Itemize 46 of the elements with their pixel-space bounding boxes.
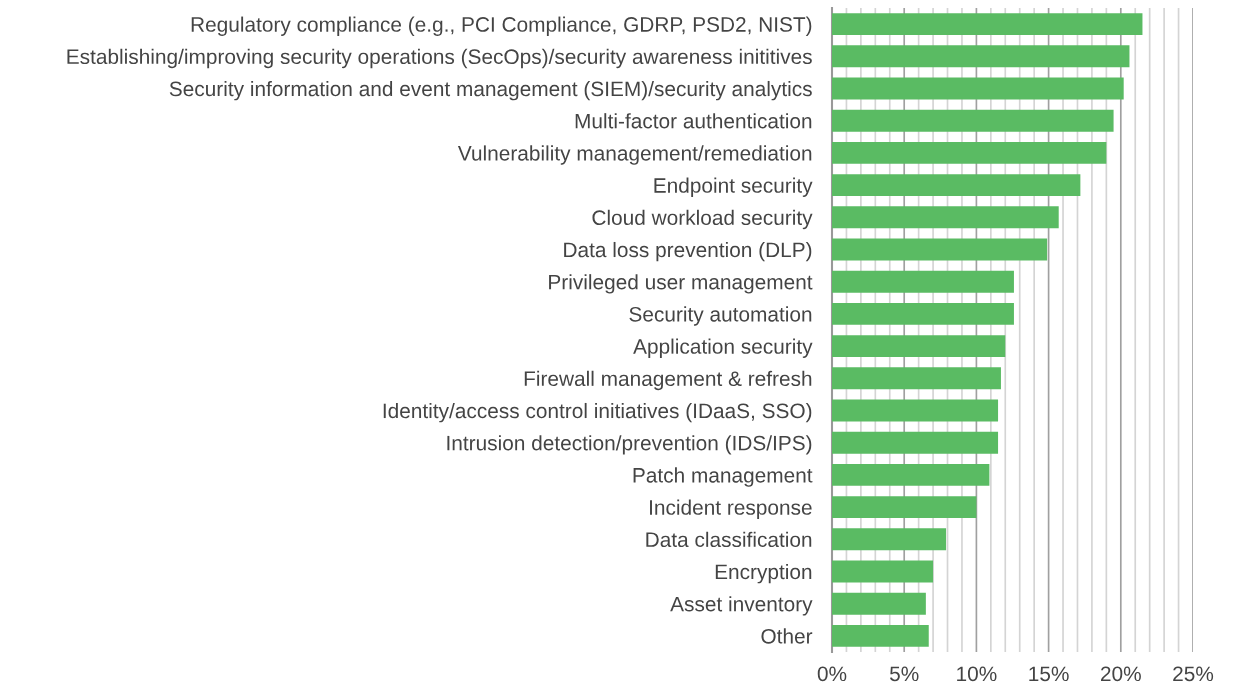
bar bbox=[832, 174, 1081, 197]
y-tick-label: Encryption bbox=[715, 563, 812, 584]
x-tick-label: 0% bbox=[817, 666, 847, 682]
bar bbox=[832, 399, 999, 422]
x-tick-label: 20% bbox=[1101, 666, 1141, 682]
y-tick-label: Intrusion detection/prevention (IDS/IPS) bbox=[447, 435, 812, 455]
x-tick-label: 25% bbox=[1173, 666, 1214, 682]
bar bbox=[832, 77, 1124, 100]
y-tick-label: Incident response bbox=[650, 499, 812, 519]
y-tick-label: Regulatory compliance (e.g., PCI Compliance, GDRP, PSD2, NIST) bbox=[191, 16, 812, 36]
bar bbox=[832, 528, 947, 551]
bar bbox=[832, 238, 1048, 261]
bar bbox=[832, 624, 929, 647]
x-tick-label: 5% bbox=[889, 666, 919, 682]
y-tick-label: Cloud workload security bbox=[592, 209, 813, 230]
y-tick-label: Other bbox=[761, 628, 813, 644]
x-tick-label: 10% bbox=[957, 666, 997, 682]
y-tick-label: Establishing/improving security operations (SecOps)/security awareness inititives bbox=[67, 48, 812, 69]
y-tick-label: Privileged user management bbox=[549, 274, 813, 294]
y-tick-label: Data classification bbox=[646, 531, 812, 548]
bar bbox=[832, 592, 926, 615]
bar bbox=[832, 302, 1014, 325]
bar bbox=[832, 206, 1059, 229]
y-tick-label: Security automation bbox=[629, 306, 812, 326]
bar bbox=[832, 431, 999, 454]
y-tick-label: Endpoint security bbox=[654, 177, 813, 197]
y-tick-label: Firewall management & refresh bbox=[524, 370, 812, 391]
bar bbox=[832, 496, 977, 519]
x-tick-label: 15% bbox=[1029, 666, 1069, 682]
bar bbox=[832, 463, 990, 486]
bar bbox=[832, 560, 934, 583]
y-tick-label: Identity/access control initiatives (IDaaS, SSO) bbox=[383, 402, 812, 423]
y-tick-label: Application security bbox=[633, 338, 813, 358]
bar bbox=[832, 13, 1143, 36]
bar bbox=[832, 270, 1014, 293]
bar bbox=[832, 141, 1107, 164]
y-tick-label: Multi-factor authentication bbox=[575, 113, 812, 129]
y-tick-label: Security information and event management (SIEM)/security analytics bbox=[169, 80, 812, 101]
bar bbox=[832, 367, 1001, 390]
y-tick-label: Vulnerability management/remediation bbox=[457, 145, 812, 165]
y-tick-label: Data loss prevention (DLP) bbox=[564, 241, 812, 262]
bar bbox=[832, 335, 1006, 358]
y-tick-label: Patch management bbox=[633, 467, 813, 487]
y-tick-label: Asset inventory bbox=[670, 596, 813, 616]
bar bbox=[832, 45, 1130, 68]
bar bbox=[832, 109, 1114, 132]
